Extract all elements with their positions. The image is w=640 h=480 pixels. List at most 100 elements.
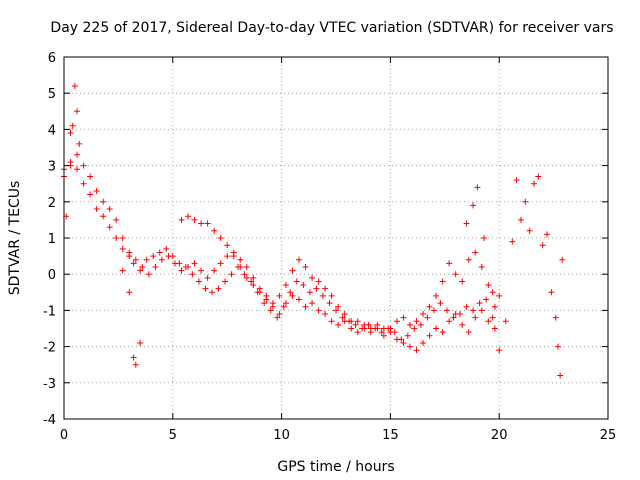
data-point	[87, 173, 94, 180]
data-point	[185, 213, 192, 220]
data-point	[539, 242, 546, 249]
data-point	[224, 242, 231, 249]
data-point	[424, 314, 431, 321]
data-point	[406, 321, 413, 328]
data-point	[483, 296, 490, 303]
data-point	[313, 285, 320, 292]
data-point	[450, 314, 457, 321]
y-tick-label: -4	[43, 413, 56, 428]
data-point	[185, 263, 192, 270]
data-point	[263, 296, 270, 303]
y-axis-tick-labels: -4 -3 -2 -1 0 1 2 3 4 5 6	[43, 51, 56, 428]
data-point	[126, 289, 133, 296]
data-point	[137, 267, 144, 274]
data-point	[348, 318, 355, 325]
y-tick-label: -3	[43, 377, 56, 392]
data-point	[459, 278, 466, 285]
data-point	[517, 216, 524, 223]
data-point	[156, 249, 163, 256]
data-point	[367, 329, 374, 336]
data-point	[300, 282, 307, 289]
data-point	[198, 220, 205, 227]
y-tick-label: 1	[48, 232, 56, 247]
data-point	[393, 336, 400, 343]
data-point	[417, 321, 424, 328]
data-point	[489, 314, 496, 321]
data-point	[217, 260, 224, 267]
data-point	[446, 260, 453, 267]
data-point	[306, 289, 313, 296]
data-point	[280, 303, 287, 310]
data-point	[322, 285, 329, 292]
data-point	[446, 318, 453, 325]
data-point	[211, 227, 218, 234]
data-point	[552, 314, 559, 321]
data-point	[222, 278, 229, 285]
data-point	[237, 256, 244, 263]
data-point	[557, 372, 564, 379]
data-point	[413, 318, 420, 325]
data-point	[352, 321, 359, 328]
y-tick-label: 2	[48, 196, 56, 211]
data-point	[413, 347, 420, 354]
data-point	[276, 292, 283, 299]
data-point	[341, 311, 348, 318]
data-point	[439, 329, 446, 336]
data-point	[411, 325, 418, 332]
data-point	[452, 311, 459, 318]
data-point	[80, 180, 87, 187]
data-point	[328, 292, 335, 299]
data-point	[420, 311, 427, 318]
data-point	[208, 289, 215, 296]
data-point	[87, 191, 94, 198]
data-point	[261, 300, 268, 307]
data-point	[400, 339, 407, 346]
data-point	[509, 238, 516, 245]
data-point	[224, 253, 231, 260]
data-point	[241, 271, 248, 278]
data-point	[130, 260, 137, 267]
data-point	[361, 325, 368, 332]
y-tick-label: 5	[48, 87, 56, 102]
data-point	[248, 278, 255, 285]
data-point	[282, 282, 289, 289]
data-point	[554, 343, 561, 350]
data-points	[61, 82, 566, 379]
data-point	[420, 339, 427, 346]
data-point	[302, 263, 309, 270]
data-point	[315, 278, 322, 285]
chart-title: Day 225 of 2017, Sidereal Day-to-day VTE…	[50, 20, 613, 36]
data-point	[296, 256, 303, 263]
data-point	[158, 256, 165, 263]
data-point	[119, 245, 126, 252]
x-tick-label: 0	[60, 428, 68, 443]
data-point	[465, 256, 472, 263]
data-point	[250, 282, 257, 289]
data-point	[309, 300, 316, 307]
data-point	[341, 318, 348, 325]
data-point	[463, 220, 470, 227]
data-point	[339, 314, 346, 321]
data-point	[74, 108, 81, 115]
data-point	[178, 216, 185, 223]
data-point	[430, 307, 437, 314]
data-point	[380, 325, 387, 332]
data-point	[126, 253, 133, 260]
data-point	[191, 216, 198, 223]
data-point	[132, 361, 139, 368]
data-point	[256, 289, 263, 296]
data-point	[293, 278, 300, 285]
data-point	[296, 296, 303, 303]
data-point	[491, 325, 498, 332]
data-point	[189, 271, 196, 278]
data-point	[74, 151, 81, 158]
data-point	[106, 224, 113, 231]
data-point	[276, 311, 283, 318]
data-point	[250, 274, 257, 281]
data-point	[215, 285, 222, 292]
data-point	[470, 307, 477, 314]
data-point	[139, 263, 146, 270]
x-tick-label: 20	[491, 428, 508, 443]
data-point	[459, 321, 466, 328]
data-point	[243, 274, 250, 281]
